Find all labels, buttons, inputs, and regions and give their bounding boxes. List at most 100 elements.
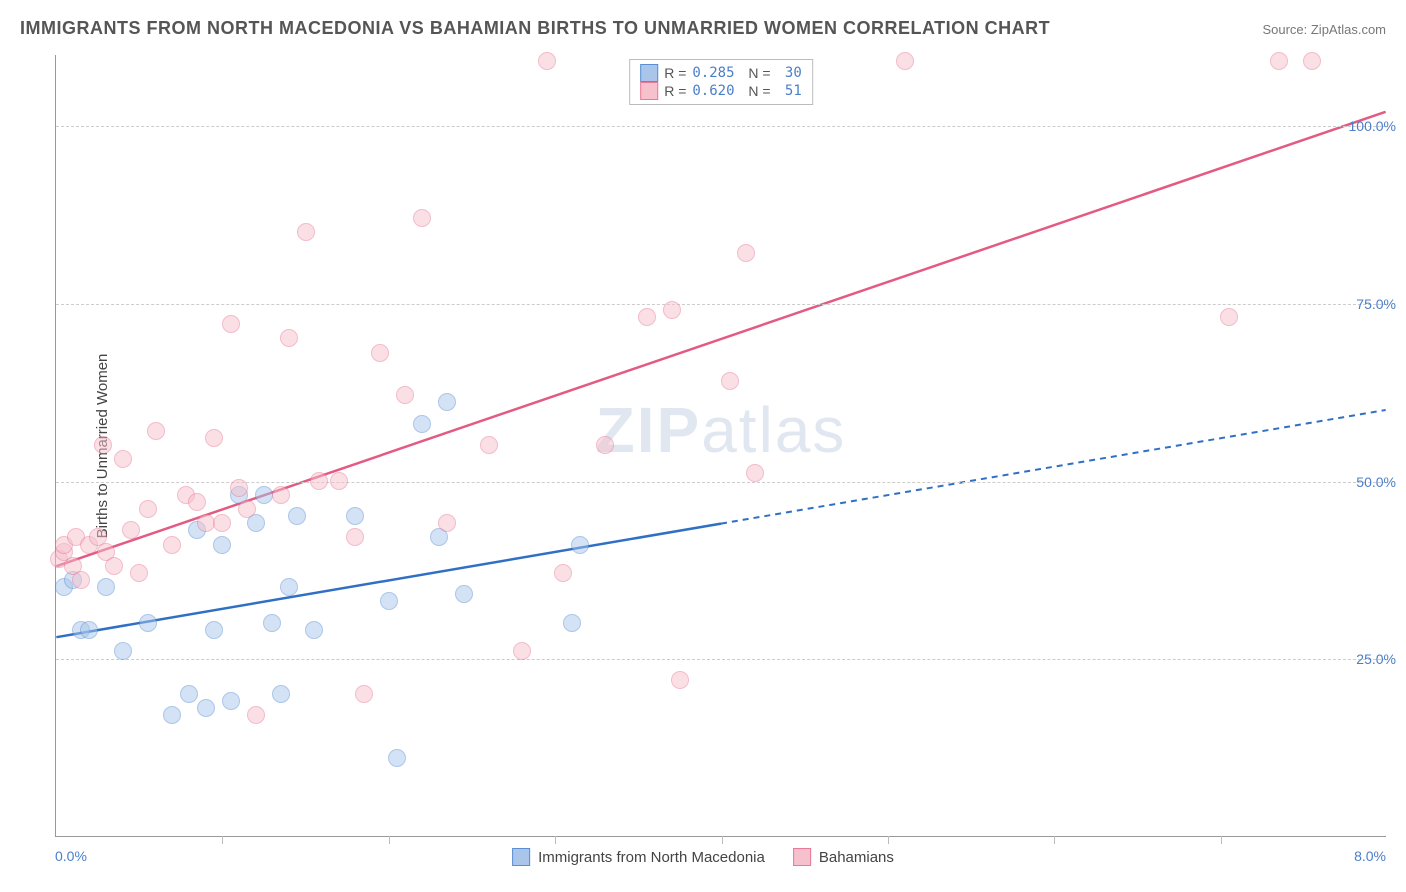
x-axis-min-label: 0.0% <box>55 848 87 864</box>
scatter-point-blue <box>272 685 290 703</box>
scatter-point-pink <box>197 514 215 532</box>
scatter-point-pink <box>596 436 614 454</box>
scatter-point-pink <box>222 315 240 333</box>
x-tick-mark <box>888 836 889 844</box>
scatter-point-pink <box>371 344 389 362</box>
scatter-point-pink <box>280 329 298 347</box>
scatter-point-pink <box>72 571 90 589</box>
scatter-point-pink <box>638 308 656 326</box>
scatter-point-pink <box>1303 52 1321 70</box>
legend-swatch <box>640 64 658 82</box>
scatter-point-blue <box>255 486 273 504</box>
x-tick-mark <box>722 836 723 844</box>
legend-r-value: 0.285 <box>692 65 734 81</box>
source-attribution: Source: ZipAtlas.com <box>1262 22 1386 37</box>
scatter-point-pink <box>247 706 265 724</box>
legend-swatch <box>512 848 530 866</box>
scatter-point-pink <box>355 685 373 703</box>
legend-r-label: R = <box>664 65 686 81</box>
chart-title: IMMIGRANTS FROM NORTH MACEDONIA VS BAHAM… <box>20 18 1050 39</box>
scatter-point-pink <box>671 671 689 689</box>
legend-r-label: R = <box>664 83 686 99</box>
scatter-point-pink <box>188 493 206 511</box>
scatter-point-blue <box>213 536 231 554</box>
scatter-point-blue <box>139 614 157 632</box>
scatter-point-pink <box>213 514 231 532</box>
scatter-point-blue <box>205 621 223 639</box>
scatter-point-pink <box>205 429 223 447</box>
x-tick-mark <box>555 836 556 844</box>
gridline-h <box>56 482 1386 483</box>
scatter-point-blue <box>263 614 281 632</box>
scatter-point-pink <box>396 386 414 404</box>
scatter-point-blue <box>197 699 215 717</box>
legend-item: Immigrants from North Macedonia <box>512 848 765 866</box>
legend-label: Bahamians <box>819 849 894 866</box>
scatter-point-pink <box>746 464 764 482</box>
scatter-point-blue <box>163 706 181 724</box>
scatter-point-pink <box>272 486 290 504</box>
scatter-point-pink <box>114 450 132 468</box>
legend-n-value: 51 <box>777 83 802 99</box>
stats-legend: R = 0.285 N = 30R = 0.620 N = 51 <box>629 59 813 105</box>
y-tick-label: 50.0% <box>1356 474 1396 490</box>
scatter-point-pink <box>1270 52 1288 70</box>
legend-r-value: 0.620 <box>692 83 734 99</box>
scatter-point-blue <box>97 578 115 596</box>
scatter-point-pink <box>230 479 248 497</box>
scatter-point-blue <box>388 749 406 767</box>
x-tick-mark <box>222 836 223 844</box>
legend-swatch <box>640 82 658 100</box>
chart-plot-area: ZIPatlas R = 0.285 N = 30R = 0.620 N = 5… <box>55 55 1386 837</box>
x-tick-mark <box>389 836 390 844</box>
y-tick-label: 75.0% <box>1356 296 1396 312</box>
watermark: ZIPatlas <box>596 393 847 467</box>
scatter-point-pink <box>105 557 123 575</box>
gridline-h <box>56 126 1386 127</box>
legend-item: Bahamians <box>793 848 894 866</box>
scatter-point-pink <box>310 472 328 490</box>
x-tick-mark <box>1054 836 1055 844</box>
stats-legend-row: R = 0.620 N = 51 <box>640 82 802 100</box>
scatter-point-pink <box>94 436 112 454</box>
y-tick-label: 100.0% <box>1349 118 1396 134</box>
scatter-point-pink <box>297 223 315 241</box>
legend-n-label: N = <box>741 65 771 81</box>
scatter-point-blue <box>288 507 306 525</box>
x-axis-max-label: 8.0% <box>1354 848 1386 864</box>
scatter-point-pink <box>346 528 364 546</box>
scatter-point-blue <box>280 578 298 596</box>
stats-legend-row: R = 0.285 N = 30 <box>640 64 802 82</box>
scatter-point-pink <box>238 500 256 518</box>
scatter-point-blue <box>222 692 240 710</box>
scatter-point-pink <box>1220 308 1238 326</box>
gridline-h <box>56 659 1386 660</box>
scatter-point-blue <box>305 621 323 639</box>
legend-n-label: N = <box>741 83 771 99</box>
scatter-point-pink <box>147 422 165 440</box>
gridline-h <box>56 304 1386 305</box>
scatter-point-blue <box>80 621 98 639</box>
scatter-point-blue <box>455 585 473 603</box>
y-tick-label: 25.0% <box>1356 651 1396 667</box>
scatter-point-pink <box>554 564 572 582</box>
scatter-point-pink <box>413 209 431 227</box>
scatter-point-pink <box>513 642 531 660</box>
scatter-point-pink <box>163 536 181 554</box>
scatter-point-pink <box>330 472 348 490</box>
legend-label: Immigrants from North Macedonia <box>538 849 765 866</box>
scatter-point-blue <box>413 415 431 433</box>
scatter-point-blue <box>180 685 198 703</box>
scatter-point-pink <box>663 301 681 319</box>
legend-n-value: 30 <box>777 65 802 81</box>
scatter-point-pink <box>122 521 140 539</box>
scatter-point-pink <box>896 52 914 70</box>
scatter-point-blue <box>114 642 132 660</box>
x-tick-mark <box>1221 836 1222 844</box>
scatter-point-pink <box>721 372 739 390</box>
series-legend: Immigrants from North Macedonia Bahamians <box>512 848 894 866</box>
legend-swatch <box>793 848 811 866</box>
scatter-point-blue <box>438 393 456 411</box>
scatter-point-pink <box>139 500 157 518</box>
scatter-point-pink <box>438 514 456 532</box>
